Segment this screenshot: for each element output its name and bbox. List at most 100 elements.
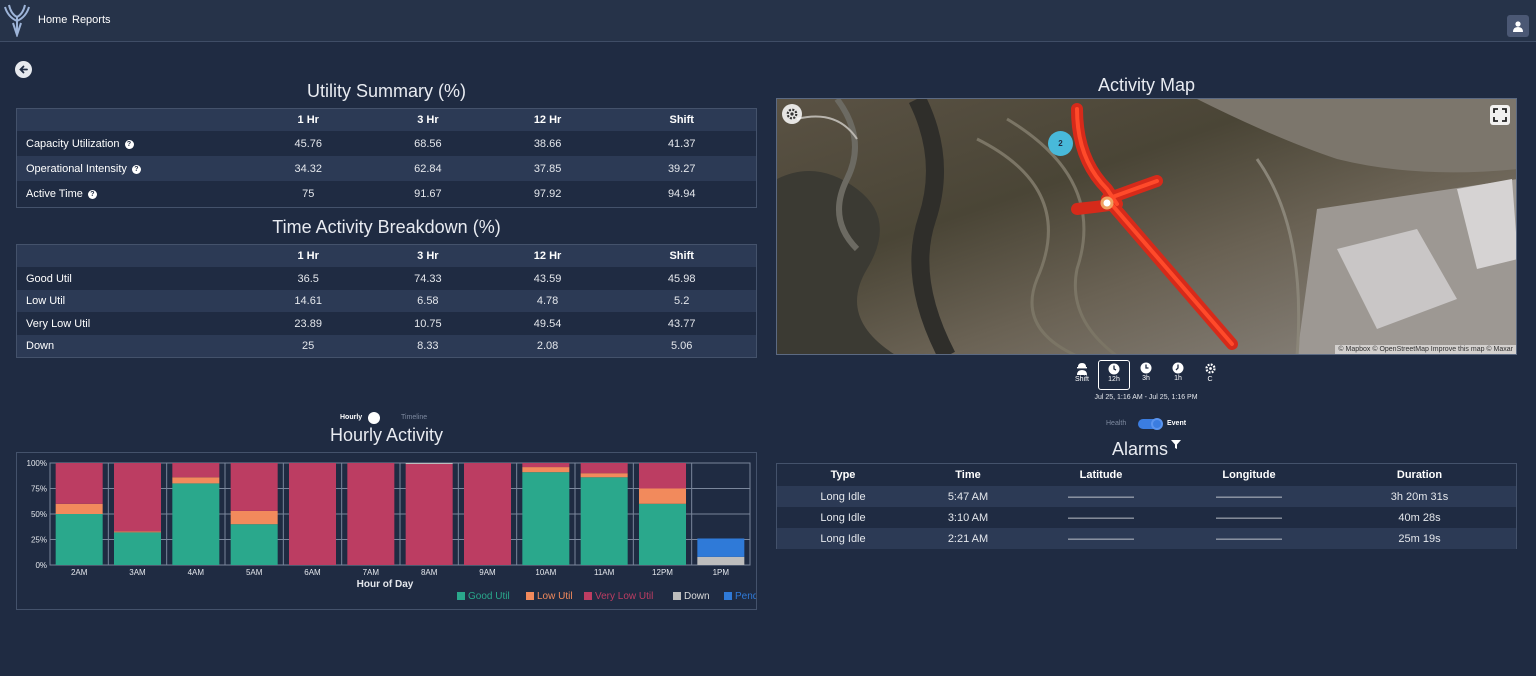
row-label-text: Active Time <box>26 187 83 200</box>
clock-icon <box>1108 363 1120 375</box>
range-3h-button[interactable]: 3h <box>1130 360 1162 390</box>
toggle-knob[interactable] <box>368 412 380 424</box>
map-attribution[interactable]: © Mapbox © OpenStreetMap Improve this ma… <box>1335 345 1516 354</box>
row-label-text: Operational Intensity <box>26 162 127 175</box>
bar-segment[interactable] <box>639 488 686 504</box>
bar-segment[interactable] <box>522 472 570 565</box>
bar-segment[interactable] <box>289 463 336 565</box>
toggle-health-label: Health <box>1106 420 1127 427</box>
help-icon[interactable]: ? <box>124 139 134 149</box>
bar-segment[interactable] <box>230 510 278 525</box>
legend-label[interactable]: Down <box>684 591 710 602</box>
y-tick-label: 100% <box>27 459 47 468</box>
table-cell: 25m 19s <box>1398 532 1441 545</box>
bar-segment[interactable] <box>230 463 278 511</box>
filter-icon[interactable] <box>1171 440 1181 449</box>
column-header <box>17 109 248 131</box>
bar-segment[interactable] <box>580 473 628 478</box>
bar-segment[interactable] <box>639 503 686 565</box>
row-label: Active Time? <box>17 181 248 206</box>
x-tick-label: 6AM <box>304 568 321 577</box>
bar-segment[interactable] <box>172 483 220 565</box>
bar-segment[interactable] <box>580 477 628 565</box>
bar-segment[interactable] <box>522 463 570 468</box>
help-icon[interactable]: ? <box>87 189 97 199</box>
bar-segment[interactable] <box>172 477 220 484</box>
hourly-timeline-toggle[interactable]: Hourly Timeline <box>340 412 440 424</box>
bar-segment[interactable] <box>172 463 220 478</box>
table-header-row: 1 Hr 3 Hr 12 Hr Shift <box>17 245 756 267</box>
activity-map[interactable]: 2 © Mapbox © OpenStreetMap Improve this … <box>776 98 1517 355</box>
row-label: Good Util <box>26 272 72 285</box>
bar-segment[interactable] <box>580 463 628 474</box>
legend-label[interactable]: Low Util <box>537 591 573 602</box>
bar-segment[interactable] <box>697 538 745 557</box>
health-event-toggle[interactable]: Health Event <box>1106 418 1216 430</box>
column-header: Shift <box>669 250 694 262</box>
table-row[interactable]: Long Idle 3:10 AM —————— —————— 40m 28s <box>777 507 1516 528</box>
bar-segment[interactable] <box>405 463 453 465</box>
y-tick-label: 0% <box>35 561 47 570</box>
brand-logo[interactable] <box>2 3 32 37</box>
bar-segment[interactable] <box>522 467 570 473</box>
column-header: 12 Hr <box>533 250 562 262</box>
user-icon <box>1513 21 1523 32</box>
legend-swatch <box>526 592 534 600</box>
column-header <box>17 245 248 267</box>
table-cell: 23.89 <box>294 317 322 330</box>
table-row: Operational Intensity? 34.32 62.84 37.85… <box>17 156 756 181</box>
x-tick-label: 8AM <box>421 568 438 577</box>
nav-home-link[interactable]: Home <box>38 14 68 26</box>
bar-segment[interactable] <box>230 524 278 565</box>
table-cell: 38.66 <box>533 137 562 150</box>
map-cluster-marker[interactable]: 2 <box>1048 131 1073 156</box>
help-icon[interactable]: ? <box>131 164 141 174</box>
toggle-hourly-label: Hourly <box>340 414 363 421</box>
legend-swatch <box>724 592 732 600</box>
table-cell: 6.58 <box>417 295 439 307</box>
bar-segment[interactable] <box>464 463 511 565</box>
range-shift-button[interactable]: Shift <box>1066 360 1098 390</box>
range-12h-button[interactable]: 12h <box>1098 360 1130 390</box>
column-header: 3 Hr <box>417 250 439 262</box>
back-button[interactable] <box>15 61 32 78</box>
gear-icon <box>1204 363 1216 374</box>
table-row[interactable]: Long Idle 5:47 AM —————— —————— 3h 20m 3… <box>777 486 1516 507</box>
bar-segment[interactable] <box>697 556 745 565</box>
nav-reports-link[interactable]: Reports <box>72 14 111 26</box>
bar-segment[interactable] <box>114 463 161 532</box>
satellite-map-image[interactable] <box>777 99 1517 355</box>
range-label: 1h <box>1174 375 1182 382</box>
bar-segment[interactable] <box>55 463 103 504</box>
map-fullscreen-button[interactable] <box>1490 105 1510 125</box>
bar-segment[interactable] <box>114 531 161 533</box>
legend-swatch <box>457 592 465 600</box>
table-row: Low Util 14.61 6.58 4.78 5.2 <box>17 290 756 312</box>
table-cell: 8.33 <box>417 340 439 352</box>
x-tick-label: 5AM <box>246 568 263 577</box>
table-cell: 39.27 <box>667 162 696 175</box>
map-settings-button[interactable] <box>782 104 802 124</box>
table-cell: 5.2 <box>674 295 690 307</box>
x-tick-label: 1PM <box>713 568 730 577</box>
toggle-track[interactable] <box>1138 419 1162 429</box>
legend-swatch <box>584 592 592 600</box>
toggle-knob[interactable] <box>1151 418 1163 430</box>
table-row[interactable]: Long Idle 2:21 AM —————— —————— 25m 19s <box>777 528 1516 549</box>
bar-segment[interactable] <box>347 463 395 565</box>
bar-segment[interactable] <box>405 464 453 565</box>
range-1h-button[interactable]: 1h <box>1162 360 1194 390</box>
bar-segment[interactable] <box>55 514 103 565</box>
bar-segment[interactable] <box>55 503 103 514</box>
range-custom-button[interactable]: C <box>1194 360 1226 390</box>
user-menu-button[interactable] <box>1507 15 1529 37</box>
bar-segment[interactable] <box>639 463 686 489</box>
legend-label[interactable]: Pending <box>735 591 772 602</box>
utility-summary-title: Utility Summary (%) <box>306 81 466 101</box>
range-label: 12h <box>1108 376 1120 383</box>
bar-segment[interactable] <box>114 532 161 565</box>
legend-label[interactable]: Good Util <box>468 591 510 602</box>
legend-label[interactable]: Very Low Util <box>595 591 653 602</box>
table-cell: 75 <box>302 187 315 200</box>
row-label-text: Capacity Utilization <box>26 137 120 150</box>
